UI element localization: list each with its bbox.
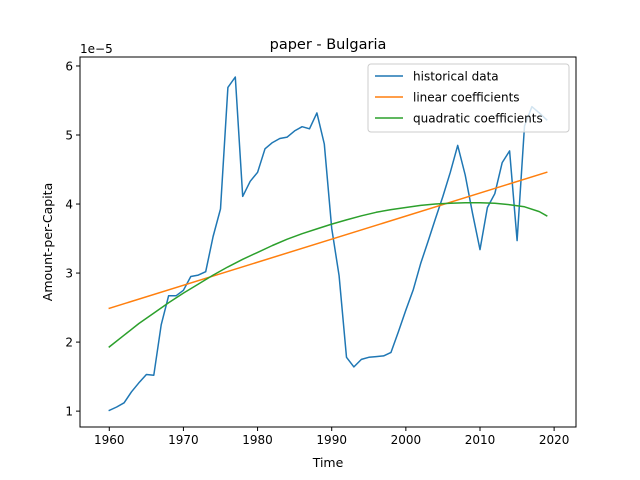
legend-label-2: quadratic coefficients: [413, 112, 543, 126]
x-tick-label: 1970: [168, 433, 199, 447]
y-tick-label: 6: [65, 59, 73, 73]
y-tick-label: 1: [65, 405, 73, 419]
chart-title: paper - Bulgaria: [270, 37, 387, 53]
y-axis-label: Amount-per-Capita: [40, 183, 55, 301]
series-line-2: [108, 201, 548, 348]
legend-label-1: linear coefficients: [413, 91, 520, 105]
axes-frame: [79, 56, 577, 428]
x-tick-label: 1960: [94, 433, 125, 447]
x-tick-label: 2010: [465, 433, 496, 447]
y-axis-ticks: 1 2 3 4 5 6: [65, 59, 80, 419]
x-axis-label: Time: [312, 455, 344, 470]
y-tick-label: 4: [65, 198, 73, 212]
legend-label-0: historical data: [413, 70, 499, 84]
y-scale-label: 1e−5: [80, 42, 113, 56]
y-tick-label: 2: [65, 336, 73, 350]
y-tick-label: 3: [65, 267, 73, 281]
legend: historical data linear coefficients quadra…: [367, 63, 570, 133]
series-line-1: [108, 171, 548, 310]
x-tick-label: 1980: [242, 433, 273, 447]
x-tick-label: 2020: [539, 433, 570, 447]
legend-box: [367, 63, 570, 133]
plot-lines: [108, 76, 548, 412]
x-tick-label: 1990: [316, 433, 347, 447]
y-tick-label: 5: [65, 129, 73, 143]
series-line-0: [108, 76, 548, 412]
x-axis-ticks: 1960 1970 1980 1990 2000 2010 2020: [94, 427, 569, 447]
x-tick-label: 2000: [391, 433, 422, 447]
